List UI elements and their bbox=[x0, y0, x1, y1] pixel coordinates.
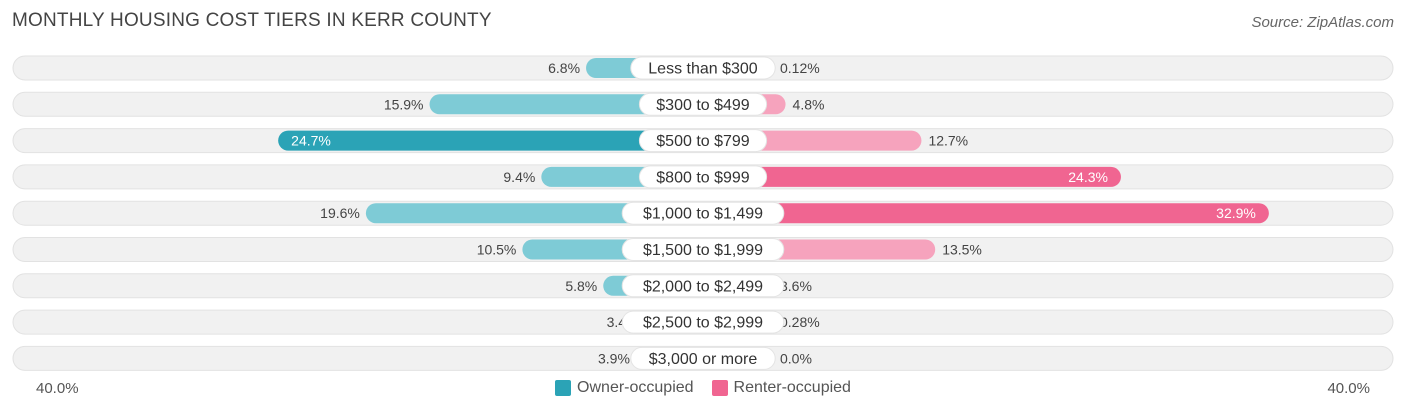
category-label: $2,000 to $2,499 bbox=[643, 278, 763, 295]
owner-value-label: 3.9% bbox=[598, 350, 630, 366]
renter-value-label: 32.9% bbox=[1216, 205, 1256, 221]
category-pill bbox=[621, 310, 785, 334]
renter-value-label: 12.7% bbox=[928, 133, 968, 149]
category-pill bbox=[621, 201, 785, 225]
source-credit: Source: ZipAtlas.com bbox=[1251, 14, 1394, 31]
category-pill bbox=[621, 238, 785, 261]
chart-title: MONTHLY HOUSING COST TIERS IN KERR COUNT… bbox=[12, 10, 492, 31]
owner-value-label: 10.5% bbox=[477, 242, 517, 258]
legend-label-owner: Owner-occupied bbox=[577, 379, 694, 396]
category-pill bbox=[638, 92, 768, 116]
category-pill bbox=[621, 274, 785, 298]
owner-value-label: 24.7% bbox=[291, 133, 331, 149]
category-pill bbox=[630, 56, 776, 80]
category-pill bbox=[638, 129, 768, 153]
owner-bar bbox=[278, 130, 703, 151]
axis-left-label: 40.0% bbox=[36, 380, 79, 397]
category-label: $3,000 or more bbox=[649, 351, 758, 368]
renter-bar bbox=[703, 203, 1269, 224]
legend-item-renter: Renter-occupied bbox=[711, 379, 851, 397]
owner-value-label: 9.4% bbox=[503, 169, 535, 185]
renter-value-label: 4.8% bbox=[793, 96, 825, 112]
owner-value-label: 19.6% bbox=[320, 205, 360, 221]
category-pill bbox=[638, 165, 768, 189]
legend-item-owner: Owner-occupied bbox=[555, 379, 694, 397]
owner-value-label: 5.8% bbox=[565, 278, 597, 294]
owner-value-label: 15.9% bbox=[384, 96, 424, 112]
category-label: $2,500 to $2,999 bbox=[643, 315, 763, 332]
renter-value-label: 0.0% bbox=[780, 350, 812, 366]
diverging-bar-chart: 6.8% 0.12% Less than $300 15.9% 4.8% $300 to … bbox=[12, 55, 1394, 371]
renter-value-label: 0.12% bbox=[780, 60, 820, 76]
renter-bar bbox=[703, 166, 1121, 187]
renter-value-label: 3.6% bbox=[780, 278, 812, 294]
axis-right-label: 40.0% bbox=[1327, 380, 1370, 397]
renter-value-label: 13.5% bbox=[942, 242, 982, 258]
owner-value-label: 6.8% bbox=[548, 60, 580, 76]
category-label: $500 to $799 bbox=[656, 133, 750, 150]
legend-label-renter: Renter-occupied bbox=[733, 379, 851, 396]
renter-value-label: 24.3% bbox=[1068, 169, 1108, 185]
legend-swatch-renter bbox=[711, 380, 728, 396]
category-label: $1,000 to $1,499 bbox=[643, 206, 763, 223]
renter-value-label: 0.28% bbox=[780, 314, 820, 330]
owner-bar bbox=[429, 94, 703, 115]
legend: Owner-occupied Renter-occupied bbox=[0, 379, 1406, 397]
legend-swatch-owner bbox=[555, 380, 572, 396]
category-pill bbox=[630, 346, 776, 370]
owner-bar bbox=[365, 203, 703, 224]
category-label: $300 to $499 bbox=[656, 97, 750, 114]
category-label: $800 to $999 bbox=[656, 169, 750, 186]
category-label: Less than $300 bbox=[648, 61, 758, 78]
category-label: $1,500 to $1,999 bbox=[643, 242, 763, 259]
